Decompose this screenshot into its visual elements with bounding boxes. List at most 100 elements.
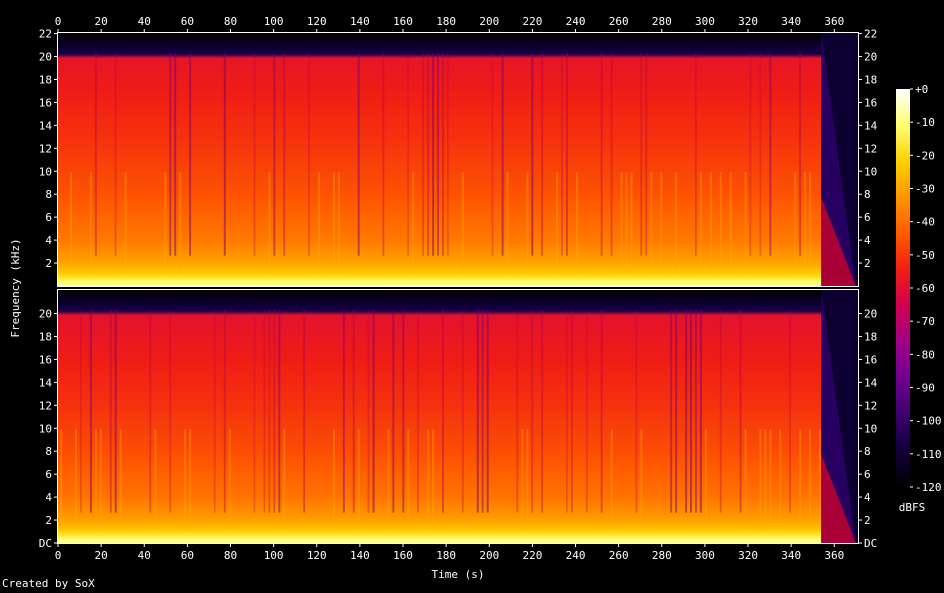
spectrum-bright-stripe bbox=[704, 429, 707, 531]
y-tick-label-right: 8 bbox=[864, 188, 871, 201]
spectrum-variation-stripe bbox=[437, 53, 439, 256]
spectrum-variation-stripe bbox=[94, 53, 97, 256]
spectrum-variation-stripe bbox=[461, 310, 464, 513]
spectrum-bright-stripe bbox=[332, 172, 335, 274]
spectrum-bright-stripe bbox=[70, 172, 73, 274]
spectrum-variation-stripe bbox=[357, 53, 360, 256]
x-tick-label-bottom: 80 bbox=[224, 549, 237, 562]
x-tick-label-bottom: 40 bbox=[138, 549, 151, 562]
colorbar-tick-label: -30 bbox=[915, 183, 935, 196]
y-tick-label-left: 18 bbox=[39, 330, 52, 343]
x-axis-label: Time (s) bbox=[432, 568, 485, 581]
spectrum-variation-stripe bbox=[273, 53, 276, 256]
spectrum-bright-stripe bbox=[630, 172, 633, 274]
x-tick-label-bottom: 260 bbox=[609, 549, 629, 562]
colorbar-tick-label: -50 bbox=[915, 249, 935, 262]
y-tick-label-left: 12 bbox=[39, 399, 52, 412]
colorbar: +0 -10 -20 -30 -40 -50 -60 -70 -80 -90 -100 -110 -12… bbox=[896, 83, 942, 494]
spectrum-variation-stripe bbox=[432, 53, 435, 256]
spectrum-bright-stripe bbox=[709, 172, 712, 274]
spectrum-variation-stripe bbox=[670, 310, 673, 513]
spectrum-variation-stripe bbox=[640, 53, 643, 256]
spectrum-variation-stripe bbox=[739, 310, 742, 513]
spectrum-variation-stripe bbox=[541, 53, 544, 256]
spectrum-variation-stripe bbox=[585, 310, 588, 513]
spectrum-bright-stripe bbox=[744, 172, 747, 274]
spectrum-variation-stripe bbox=[566, 53, 568, 256]
x-tick-label-bottom: 340 bbox=[781, 549, 801, 562]
spectrum-bright-stripe bbox=[521, 429, 524, 531]
y-tick-label-right: DC bbox=[864, 537, 877, 550]
spectrum-variation-stripe bbox=[635, 310, 638, 513]
spectrum-bright-stripe bbox=[318, 172, 321, 274]
spectrum-variation-stripe bbox=[516, 310, 519, 513]
y-tick-label-right: 18 bbox=[864, 330, 877, 343]
channel-2-frame bbox=[57, 289, 859, 544]
spectrum-bright-stripe bbox=[526, 172, 529, 274]
y-tick-label-left: 12 bbox=[39, 142, 52, 155]
spectrum-variation-stripe bbox=[407, 53, 409, 256]
spectrum-bright-stripe bbox=[357, 429, 360, 531]
spectrum-bright-stripe bbox=[779, 429, 782, 531]
spectrum-bright-stripe bbox=[769, 429, 772, 531]
spectrum-variation-stripe bbox=[749, 53, 752, 256]
spectrum-bright-stripe bbox=[650, 172, 653, 274]
spectrum-variation-stripe bbox=[213, 310, 216, 513]
x-tick-label-bottom: 0 bbox=[55, 549, 62, 562]
x-tick-label-top: 240 bbox=[566, 15, 586, 28]
y-tick-label-left: 2 bbox=[45, 257, 52, 270]
spectrum-variation-stripe bbox=[352, 310, 355, 513]
x-tick-label-top: 360 bbox=[824, 15, 844, 28]
spectrum-variation-stripe bbox=[610, 53, 613, 256]
spectrum-variation-stripe bbox=[501, 53, 504, 256]
spectrum-bright-stripe bbox=[94, 429, 97, 531]
y-tick-label-right: 6 bbox=[864, 468, 871, 481]
spectrum-variation-stripe bbox=[253, 53, 256, 256]
y-tick-label-right: 22 bbox=[864, 28, 877, 41]
spectrum-variation-stripe bbox=[695, 53, 697, 256]
y-tick-label-left: 14 bbox=[39, 376, 53, 389]
spectrum-bright-stripe bbox=[184, 429, 187, 531]
spectrum-variation-stripe bbox=[223, 53, 226, 256]
x-tick-label-bottom: 60 bbox=[181, 549, 194, 562]
spectrum-bright-stripe bbox=[432, 429, 435, 531]
spectrum-variation-stripe bbox=[769, 53, 772, 256]
spectrum-bright-stripe bbox=[625, 172, 628, 274]
spectrum-variation-stripe bbox=[541, 310, 544, 513]
colorbar-tick-label: -120 bbox=[915, 481, 942, 494]
y-tick-label-left: 4 bbox=[45, 234, 52, 247]
y-tick-label-left: 8 bbox=[45, 445, 52, 458]
spectrum-bright-stripe bbox=[283, 429, 286, 531]
spectrum-variation-stripe bbox=[283, 53, 286, 256]
spectrum-variation-stripe bbox=[566, 310, 568, 513]
channel-1-frame bbox=[57, 32, 859, 287]
spectrum-variation-stripe bbox=[442, 53, 444, 256]
spectrum-variation-stripe bbox=[600, 310, 603, 513]
spectrum-variation-stripe bbox=[392, 310, 395, 513]
spectrum-bright-stripe bbox=[268, 172, 271, 274]
y-tick-label-left: 14 bbox=[39, 119, 53, 132]
y-tick-label-right: 4 bbox=[864, 491, 871, 504]
spectrum-variation-stripe bbox=[531, 310, 534, 513]
spectrum-variation-stripe bbox=[308, 53, 310, 256]
spectrum-bright-stripe bbox=[124, 172, 127, 274]
spectrum-variation-stripe bbox=[476, 310, 479, 513]
y-tick-label-right: 8 bbox=[864, 445, 871, 458]
spectrum-variation-stripe bbox=[253, 310, 256, 513]
y-tick-label-right: 2 bbox=[864, 514, 871, 527]
spectrum-variation-stripe bbox=[402, 310, 405, 513]
spectrum-variation-stripe bbox=[799, 53, 801, 256]
y-tick-label-right: 12 bbox=[864, 142, 877, 155]
spectrum-variation-stripe bbox=[481, 310, 484, 513]
colorbar-tick-label: -100 bbox=[915, 415, 942, 428]
spectrum-bright-stripe bbox=[620, 172, 623, 274]
spectrum-variation-stripe bbox=[427, 53, 430, 256]
spectrum-variation-stripe bbox=[447, 53, 449, 256]
colorbar-tick-label: +0 bbox=[915, 83, 928, 96]
spectrum-bright-stripe bbox=[164, 172, 167, 274]
spectrum-variation-stripe bbox=[382, 53, 385, 256]
spectrum-bright-stripe bbox=[794, 172, 797, 274]
spectrum-variation-stripe bbox=[695, 310, 697, 513]
spectrum-bright-stripe bbox=[427, 429, 430, 531]
